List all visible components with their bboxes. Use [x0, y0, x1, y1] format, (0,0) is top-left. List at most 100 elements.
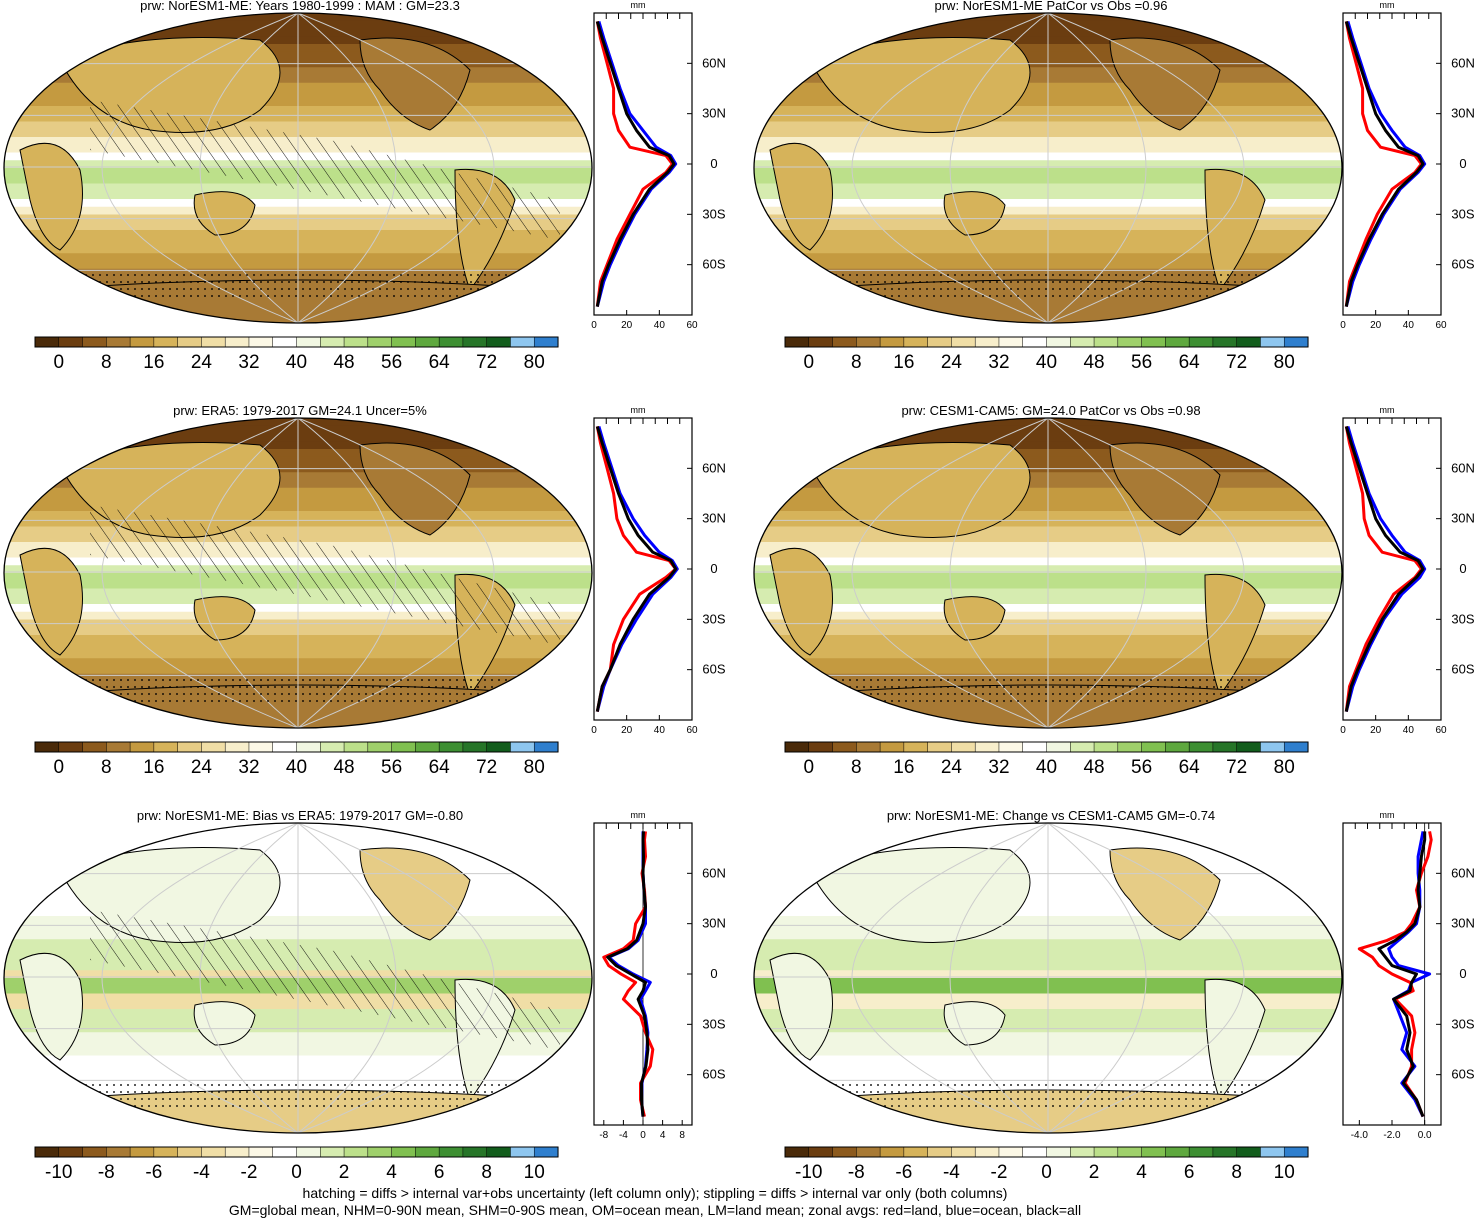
x-tick-label: -8 — [599, 1130, 608, 1141]
map-title: prw: ERA5: 1979-2017 GM=24.1 Uncer=5% — [173, 403, 427, 418]
x-tick-label: -4 — [619, 1130, 628, 1141]
map-title: prw: NorESM1-ME: Change vs CESM1-CAM5 GM… — [887, 808, 1215, 823]
continent-south-america — [1204, 168, 1266, 292]
colorbar: 0 8 16 24 32 40 48 56 64 72 80 — [34, 741, 559, 778]
x-tick-label: 0 — [1340, 725, 1346, 736]
series-line-all — [595, 20, 676, 307]
colorbar-label: 0 — [53, 757, 64, 778]
stippling-overlay — [810, 675, 1290, 705]
x-tick-label: 40 — [1403, 725, 1415, 736]
colorbar-label: 48 — [1083, 757, 1104, 778]
colorbar-swatch — [224, 741, 250, 753]
colorbar-swatch — [808, 1146, 834, 1158]
colorbar-label: 4 — [1136, 1162, 1147, 1183]
colorbar-swatch — [856, 1146, 881, 1158]
continent-eurasia — [809, 442, 1031, 538]
continent-africa — [19, 952, 83, 1061]
colorbar-label: -10 — [45, 1162, 72, 1183]
colorbar-label: 72 — [1226, 352, 1247, 373]
colorbar-label: -2 — [241, 1162, 258, 1183]
continent-africa — [769, 952, 833, 1061]
map-field — [754, 418, 1342, 728]
colorbar-swatch — [1070, 741, 1095, 753]
colorbar-label: 56 — [1131, 352, 1152, 373]
colorbar-swatch — [391, 336, 416, 348]
colorbar-label: 8 — [1231, 1162, 1242, 1183]
continent-africa — [769, 142, 833, 251]
colorbar-swatch — [784, 336, 810, 348]
continent-north-america — [1109, 442, 1221, 536]
colorbar: 0 8 16 24 32 40 48 56 64 72 80 — [34, 336, 559, 373]
stippling-overlay — [60, 1080, 540, 1110]
colorbar-label: 8 — [481, 1162, 492, 1183]
colorbar-label: 32 — [238, 352, 259, 373]
lat-tick-label: 30N — [702, 106, 726, 121]
colorbar-label: -10 — [795, 1162, 822, 1183]
colorbar-label: 16 — [893, 352, 914, 373]
colorbar-swatch — [106, 336, 131, 348]
map-title: prw: NorESM1-ME: Bias vs ERA5: 1979-2017… — [137, 808, 463, 823]
colorbar-swatch — [153, 336, 179, 348]
colorbar-swatch — [462, 1146, 488, 1158]
colorbar-swatch — [998, 336, 1024, 348]
colorbar-label: 16 — [893, 757, 914, 778]
zonal-mean-panel-5: mm 60N 30N 0 30S 60S -8 -4 0 4 8 — [593, 810, 726, 1141]
lat-tick-label: 30S — [702, 611, 725, 626]
colorbar-swatch — [1212, 1146, 1238, 1158]
panel-2: prw: NorESM1-ME PatCor vs Obs =0.96 0 8 16 2… — [753, 0, 1343, 373]
x-tick-label: 60 — [1435, 320, 1447, 331]
colorbar-swatch — [415, 1146, 440, 1158]
lat-tick-label: 0 — [710, 156, 717, 171]
colorbar-swatch — [58, 1146, 84, 1158]
continent-africa — [769, 547, 833, 656]
panel-6: prw: NorESM1-ME: Change vs CESM1-CAM5 GM… — [753, 808, 1343, 1183]
colorbar-swatch — [879, 1146, 905, 1158]
colorbar-label: -2 — [991, 1162, 1008, 1183]
colorbar-swatch — [177, 741, 202, 753]
colorbar-label: 40 — [1036, 352, 1057, 373]
footer-note-hatching: hatching = diffs > internal var+obs unce… — [302, 1185, 1008, 1201]
series-line-land — [1344, 21, 1423, 307]
colorbar-swatch — [438, 336, 464, 348]
colorbar-label: 0 — [803, 352, 814, 373]
map-title: prw: NorESM1-ME: Years 1980-1999 : MAM :… — [140, 0, 460, 13]
colorbar-label: 72 — [476, 757, 497, 778]
colorbar-swatch — [808, 741, 834, 753]
colorbar-swatch — [533, 1146, 559, 1158]
colorbar-swatch — [320, 1146, 345, 1158]
lat-tick-label: 30N — [1451, 106, 1475, 121]
colorbar-swatch — [343, 336, 369, 348]
colorbar-swatch — [224, 1146, 250, 1158]
map-outline — [3, 12, 593, 324]
colorbar-swatch — [34, 741, 60, 753]
x-tick-label: 60 — [686, 320, 698, 331]
colorbar-swatch — [177, 1146, 202, 1158]
series-line-land — [595, 21, 674, 307]
colorbar-swatch — [1141, 336, 1166, 348]
lat-tick-label: 60S — [1451, 1067, 1474, 1082]
colorbar-label: 56 — [381, 352, 402, 373]
continent-north-america — [359, 37, 471, 131]
colorbar-swatch — [1070, 336, 1095, 348]
colorbar-swatch — [1188, 741, 1214, 753]
colorbar-label: 4 — [386, 1162, 397, 1183]
x-tick-label: -2.0 — [1383, 1130, 1401, 1141]
colorbar-label: -8 — [848, 1162, 865, 1183]
colorbar-swatch — [486, 336, 512, 348]
colorbar-swatch — [153, 741, 179, 753]
colorbar-swatch — [343, 1146, 369, 1158]
map-outline — [753, 12, 1343, 324]
colorbar-swatch — [974, 1146, 1000, 1158]
x-tick-label: 20 — [621, 725, 633, 736]
colorbar-swatch — [129, 336, 155, 348]
x-tick-label: 60 — [686, 725, 698, 736]
colorbar-swatch — [296, 741, 321, 753]
colorbar-label: 32 — [988, 352, 1009, 373]
colorbar-swatch — [832, 741, 857, 753]
x-tick-label: 0 — [640, 1130, 646, 1141]
colorbar-label: 24 — [941, 757, 963, 778]
colorbar-swatch — [1022, 1146, 1048, 1158]
zonal-unit-label: mm — [1380, 405, 1395, 415]
colorbar-swatch — [1260, 741, 1285, 753]
colorbar-swatch — [927, 336, 952, 348]
